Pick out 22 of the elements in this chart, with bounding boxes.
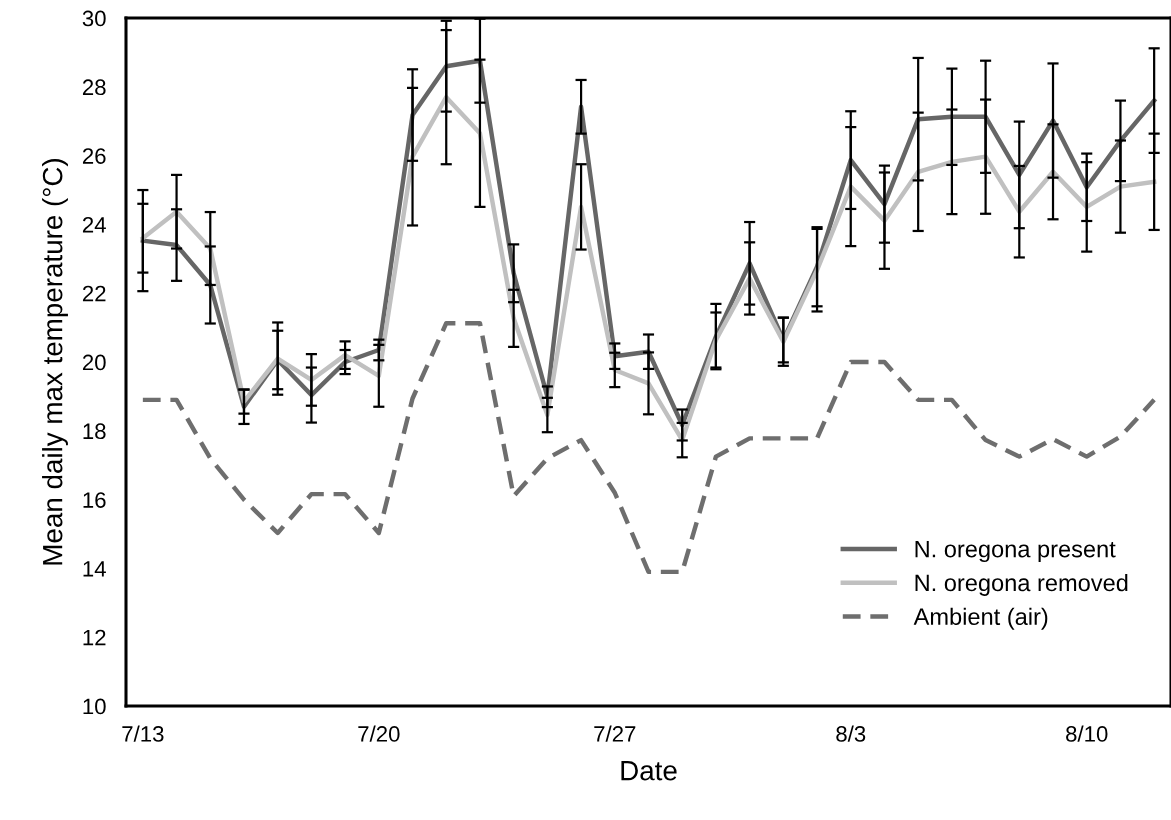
y-tick-label: 22 xyxy=(82,285,106,302)
legend-label: N. oregona present xyxy=(915,540,1116,563)
y-tick-label: 18 xyxy=(83,423,106,440)
x-axis-title: Date xyxy=(621,761,677,781)
y-tick-label: 20 xyxy=(82,354,106,371)
x-tick-label: 7/20 xyxy=(358,725,400,742)
x-tick-label: 7/27 xyxy=(594,725,636,742)
y-tick-label: 16 xyxy=(83,492,106,508)
legend-label: N. oregona removed xyxy=(915,573,1128,596)
y-axis-title: Mean daily max temperature (°C) xyxy=(42,159,68,565)
y-tick-label: 24 xyxy=(82,216,106,233)
x-tick-label: 8/3 xyxy=(836,725,866,742)
legend-label: Ambient (air) xyxy=(913,607,1048,630)
x-tick-label: 8/10 xyxy=(1066,725,1108,742)
y-tick-label: 28 xyxy=(82,79,106,96)
y-tick-label: 12 xyxy=(83,629,106,646)
y-tick-label: 10 xyxy=(83,698,106,715)
y-tick-label: 26 xyxy=(82,148,106,164)
line-series xyxy=(140,320,1157,575)
y-tick-label: 30 xyxy=(82,10,106,27)
x-tick-label: 7/13 xyxy=(122,725,164,742)
y-tick-label: 14 xyxy=(83,561,106,577)
